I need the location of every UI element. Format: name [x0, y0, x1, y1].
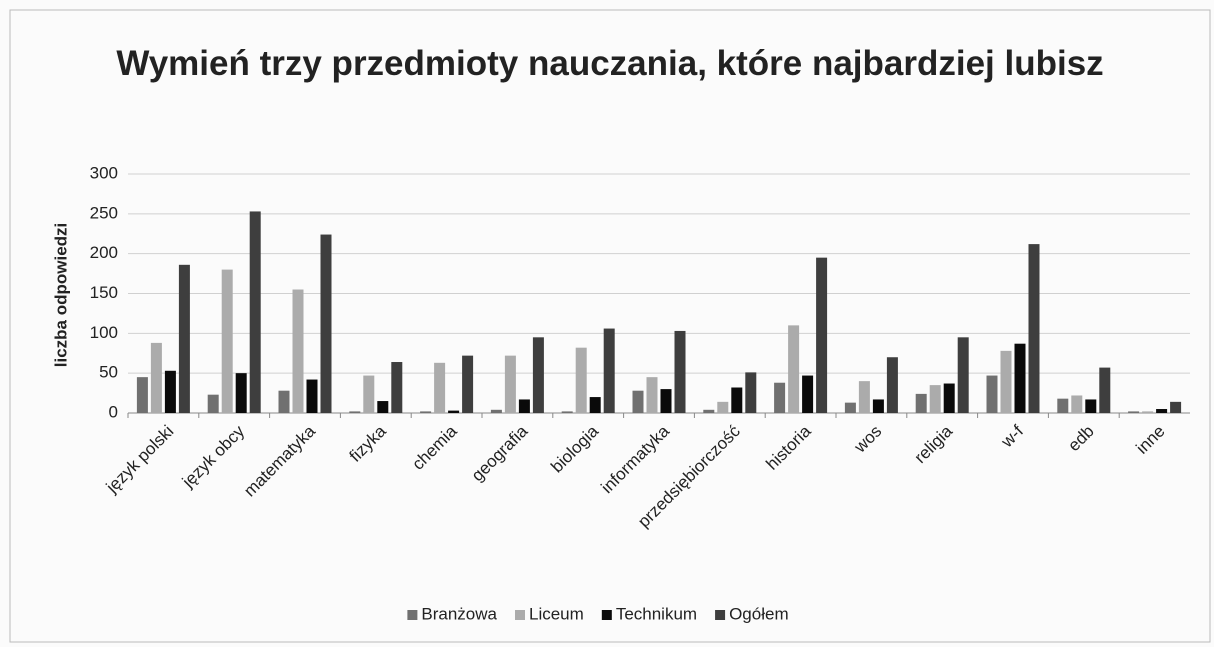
x-tick-label: wos [850, 422, 886, 458]
bar [1128, 411, 1140, 413]
bar [717, 401, 729, 413]
bar [872, 399, 884, 413]
bar [1099, 367, 1111, 413]
y-tick-label: 250 [90, 203, 118, 222]
x-tick-label: matematyka [240, 421, 319, 500]
bar [802, 375, 814, 413]
bar [434, 362, 446, 413]
x-tick-label: geografia [468, 421, 532, 485]
bar [420, 411, 432, 413]
bar [886, 357, 898, 413]
bar [1000, 350, 1012, 413]
bar [731, 387, 743, 413]
bar [490, 409, 502, 413]
bar [745, 372, 757, 413]
bar [448, 410, 460, 413]
bar [986, 375, 998, 413]
bar [603, 328, 615, 413]
bar [462, 355, 474, 413]
legend-swatch [515, 610, 525, 620]
bar [589, 397, 601, 413]
y-tick-label: 50 [99, 363, 118, 382]
bar [929, 385, 941, 413]
legend-label: Ogółem [729, 604, 789, 623]
legend-swatch [407, 610, 418, 620]
x-tick-label: język polski [102, 422, 178, 498]
y-axis-label: liczba odpowiedzi [51, 223, 70, 368]
bar [221, 269, 233, 413]
chart-border [9, 9, 1211, 643]
bar [1028, 244, 1040, 413]
bar [391, 362, 403, 413]
bar [646, 377, 658, 413]
x-tick-label: chemia [408, 421, 461, 474]
bar [858, 381, 870, 413]
bar [561, 411, 573, 413]
bar [674, 330, 686, 413]
bar [1057, 398, 1069, 413]
bar [518, 399, 530, 413]
bar [632, 390, 644, 413]
bar [164, 370, 176, 413]
bar [703, 409, 715, 413]
bar [349, 411, 361, 413]
bar [915, 393, 927, 413]
bar [292, 289, 304, 413]
x-tick-label: w-f [997, 421, 1027, 451]
bar [575, 347, 587, 413]
bar [235, 373, 247, 413]
y-tick-label: 200 [90, 243, 118, 262]
bar [1170, 401, 1182, 413]
y-tick-label: 100 [90, 323, 118, 342]
x-tick-label: informatyka [597, 421, 673, 497]
x-tick-label: inne [1132, 422, 1168, 458]
y-tick-label: 150 [90, 283, 118, 302]
bar [306, 379, 318, 413]
legend-label: Branżowa [421, 604, 497, 623]
bar [532, 337, 544, 413]
y-tick-label: 300 [90, 163, 118, 182]
bar [1085, 399, 1097, 413]
bar [150, 342, 162, 413]
bar [136, 377, 148, 413]
bar [249, 211, 261, 413]
bar [178, 264, 190, 413]
bar [377, 401, 389, 413]
bar [363, 375, 375, 413]
legend-label: Technikum [616, 604, 697, 623]
bar [1014, 343, 1026, 413]
bar [1142, 411, 1154, 413]
bar [774, 382, 786, 413]
x-tick-label: biologia [547, 421, 602, 476]
y-tick-label: 0 [109, 402, 118, 421]
bar [504, 355, 516, 413]
x-tick-label: religia [911, 421, 957, 467]
bar [207, 394, 219, 413]
x-tick-label: historia [762, 421, 815, 474]
bar [660, 389, 672, 413]
legend-swatch [715, 610, 726, 620]
bar [278, 390, 290, 413]
legend-swatch [601, 610, 612, 620]
bar [320, 234, 332, 413]
bar [788, 325, 800, 413]
x-tick-label: edb [1064, 422, 1097, 455]
x-tick-label: język obcy [178, 421, 249, 492]
bar [816, 257, 828, 413]
bar [943, 383, 955, 413]
chart-title: Wymień trzy przedmioty nauczania, które … [116, 44, 1104, 83]
x-tick-label: fizyka [346, 421, 391, 466]
bar [1156, 409, 1168, 413]
bar [1071, 395, 1083, 413]
bar [844, 402, 856, 413]
bar [957, 337, 969, 413]
legend-label: Liceum [529, 604, 584, 623]
